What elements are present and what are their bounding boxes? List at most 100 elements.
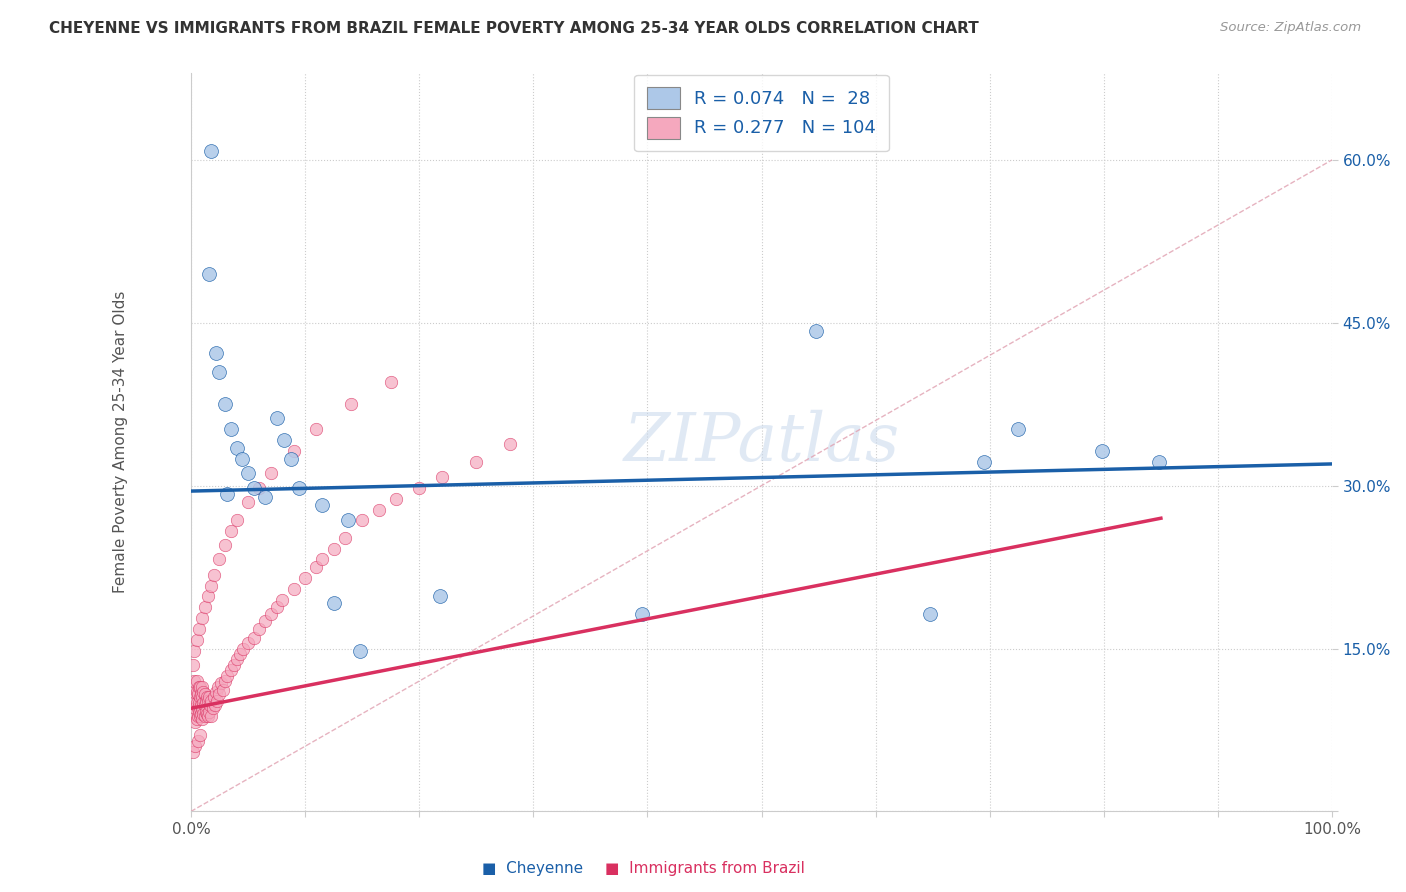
Point — [217, 487, 239, 501]
Point — [194, 600, 217, 615]
Text: ■  Immigrants from Brazil: ■ Immigrants from Brazil — [605, 861, 804, 876]
Point — [208, 687, 231, 701]
Point — [224, 657, 246, 672]
Point — [1007, 422, 1029, 436]
Point — [194, 705, 217, 719]
Point — [322, 596, 344, 610]
Point — [247, 622, 270, 636]
Point — [806, 325, 828, 339]
Point — [184, 715, 207, 730]
Point — [181, 745, 204, 759]
Point — [187, 696, 209, 710]
Point — [191, 712, 214, 726]
Point — [214, 674, 236, 689]
Point — [188, 709, 211, 723]
Point — [260, 607, 283, 621]
Point — [190, 706, 212, 721]
Point — [214, 538, 236, 552]
Point — [247, 481, 270, 495]
Point — [465, 455, 488, 469]
Point — [181, 657, 204, 672]
Point — [191, 680, 214, 694]
Point — [430, 470, 453, 484]
Point — [305, 422, 328, 436]
Point — [225, 652, 247, 666]
Point — [187, 705, 209, 719]
Point — [187, 687, 209, 701]
Point — [311, 498, 333, 512]
Point — [260, 466, 283, 480]
Point — [194, 709, 217, 723]
Point — [194, 687, 217, 701]
Point — [212, 682, 235, 697]
Point — [339, 397, 361, 411]
Y-axis label: Female Poverty Among 25-34 Year Olds: Female Poverty Among 25-34 Year Olds — [114, 291, 128, 593]
Point — [232, 641, 254, 656]
Point — [973, 455, 995, 469]
Point — [193, 696, 215, 710]
Point — [188, 728, 211, 742]
Point — [204, 698, 226, 712]
Point — [273, 433, 295, 447]
Point — [200, 694, 222, 708]
Point — [429, 590, 451, 604]
Point — [368, 502, 391, 516]
Point — [183, 674, 205, 689]
Point — [186, 712, 208, 726]
Point — [183, 685, 205, 699]
Point — [219, 663, 242, 677]
Point — [202, 567, 225, 582]
Point — [197, 590, 219, 604]
Point — [186, 685, 208, 699]
Point — [184, 706, 207, 721]
Point — [190, 687, 212, 701]
Legend: R = 0.074   N =  28, R = 0.277   N = 104: R = 0.074 N = 28, R = 0.277 N = 104 — [634, 75, 889, 151]
Point — [380, 376, 402, 390]
Point — [254, 490, 277, 504]
Point — [202, 690, 225, 705]
Point — [201, 701, 224, 715]
Point — [225, 441, 247, 455]
Text: Source: ZipAtlas.com: Source: ZipAtlas.com — [1220, 21, 1361, 34]
Point — [200, 578, 222, 592]
Point — [208, 552, 231, 566]
Point — [236, 495, 259, 509]
Point — [205, 694, 228, 708]
Point — [349, 644, 371, 658]
Point — [181, 696, 204, 710]
Point — [193, 685, 215, 699]
Point — [198, 267, 221, 281]
Point — [190, 698, 212, 712]
Point — [236, 636, 259, 650]
Point — [209, 676, 232, 690]
Point — [191, 690, 214, 705]
Point — [184, 739, 207, 754]
Point — [294, 571, 316, 585]
Point — [266, 600, 288, 615]
Point — [208, 365, 231, 379]
Point — [630, 607, 652, 621]
Point — [200, 709, 222, 723]
Point — [188, 701, 211, 715]
Point — [188, 690, 211, 705]
Point — [207, 680, 229, 694]
Text: ■  Cheyenne: ■ Cheyenne — [482, 861, 583, 876]
Point — [200, 144, 222, 158]
Point — [214, 397, 236, 411]
Point — [254, 615, 277, 629]
Point — [242, 481, 264, 495]
Point — [280, 451, 302, 466]
Point — [187, 709, 209, 723]
Point — [186, 674, 208, 689]
Point — [1090, 443, 1112, 458]
Point — [198, 705, 221, 719]
Point — [266, 411, 288, 425]
Point — [322, 541, 344, 556]
Point — [271, 592, 294, 607]
Point — [1147, 455, 1170, 469]
Point — [231, 451, 253, 466]
Point — [195, 706, 218, 721]
Point — [194, 698, 217, 712]
Point — [184, 701, 207, 715]
Point — [920, 607, 942, 621]
